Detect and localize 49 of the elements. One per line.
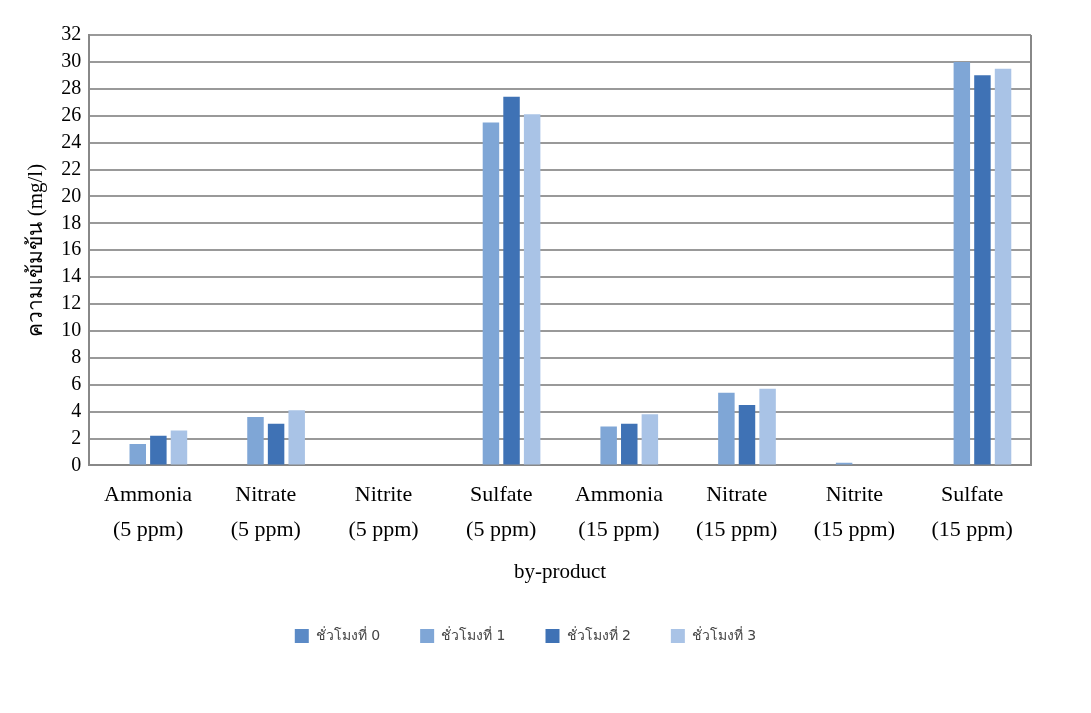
bar — [641, 414, 659, 465]
bar — [288, 410, 305, 465]
x-tick-label: Nitrite (5 ppm) — [348, 480, 419, 541]
x-tick-label: Nitrate (15 ppm) — [696, 480, 778, 541]
x-tick-label: Sulfate (5 ppm) — [466, 480, 537, 541]
y-tick-label: 24 — [61, 129, 82, 152]
bar — [621, 423, 638, 465]
y-tick-label: 32 — [61, 22, 82, 45]
y-tick-label: 20 — [61, 183, 82, 206]
bar — [994, 68, 1012, 465]
y-tick-label: 10 — [61, 318, 82, 341]
bar — [129, 443, 146, 465]
legend-label: ชั่วโมงที่ 2 — [566, 625, 631, 643]
x-tick-label: Nitrite (15 ppm) — [813, 480, 896, 541]
bar — [600, 426, 617, 465]
y-tick-label: 14 — [61, 264, 82, 287]
x-axis-title: by-product — [514, 558, 607, 583]
y-tick-label: 26 — [61, 102, 82, 125]
bar — [738, 404, 756, 465]
x-tick-label: Nitrate (5 ppm) — [230, 480, 301, 541]
y-axis-title: ความเข้มข้น (mg/l) — [23, 163, 48, 337]
y-tick-label: 28 — [61, 76, 82, 99]
bar — [759, 388, 776, 465]
y-tick-label: 4 — [71, 398, 82, 421]
bar — [150, 435, 167, 465]
x-tick-label: Sulfate (15 ppm) — [931, 480, 1013, 541]
y-tick-label: 30 — [61, 49, 82, 72]
bar — [718, 392, 735, 465]
y-tick-label: 16 — [61, 237, 82, 260]
bar — [503, 96, 520, 465]
legend-label: ชั่วโมงที่ 0 — [315, 625, 381, 643]
y-tick-label: 22 — [61, 156, 82, 179]
y-tick-label: 12 — [61, 291, 82, 314]
bar — [247, 416, 264, 465]
x-tick-label: Ammonia (5 ppm) — [104, 480, 193, 541]
bar — [482, 122, 500, 465]
bar — [523, 114, 541, 465]
bar — [953, 61, 971, 465]
bar — [267, 423, 285, 465]
y-tick-label: 18 — [61, 210, 82, 233]
y-tick-label: 6 — [71, 371, 82, 394]
y-tick-label: 0 — [71, 452, 82, 475]
y-tick-label: 2 — [71, 425, 82, 448]
bar — [974, 75, 991, 465]
x-tick-label: Ammonia (15 ppm) — [574, 480, 664, 541]
bar — [170, 430, 188, 465]
legend-label: ชั่วโมงที่ 1 — [441, 625, 506, 643]
legend-label: ชั่วโมงที่ 3 — [691, 625, 757, 643]
y-tick-label: 8 — [71, 345, 82, 368]
